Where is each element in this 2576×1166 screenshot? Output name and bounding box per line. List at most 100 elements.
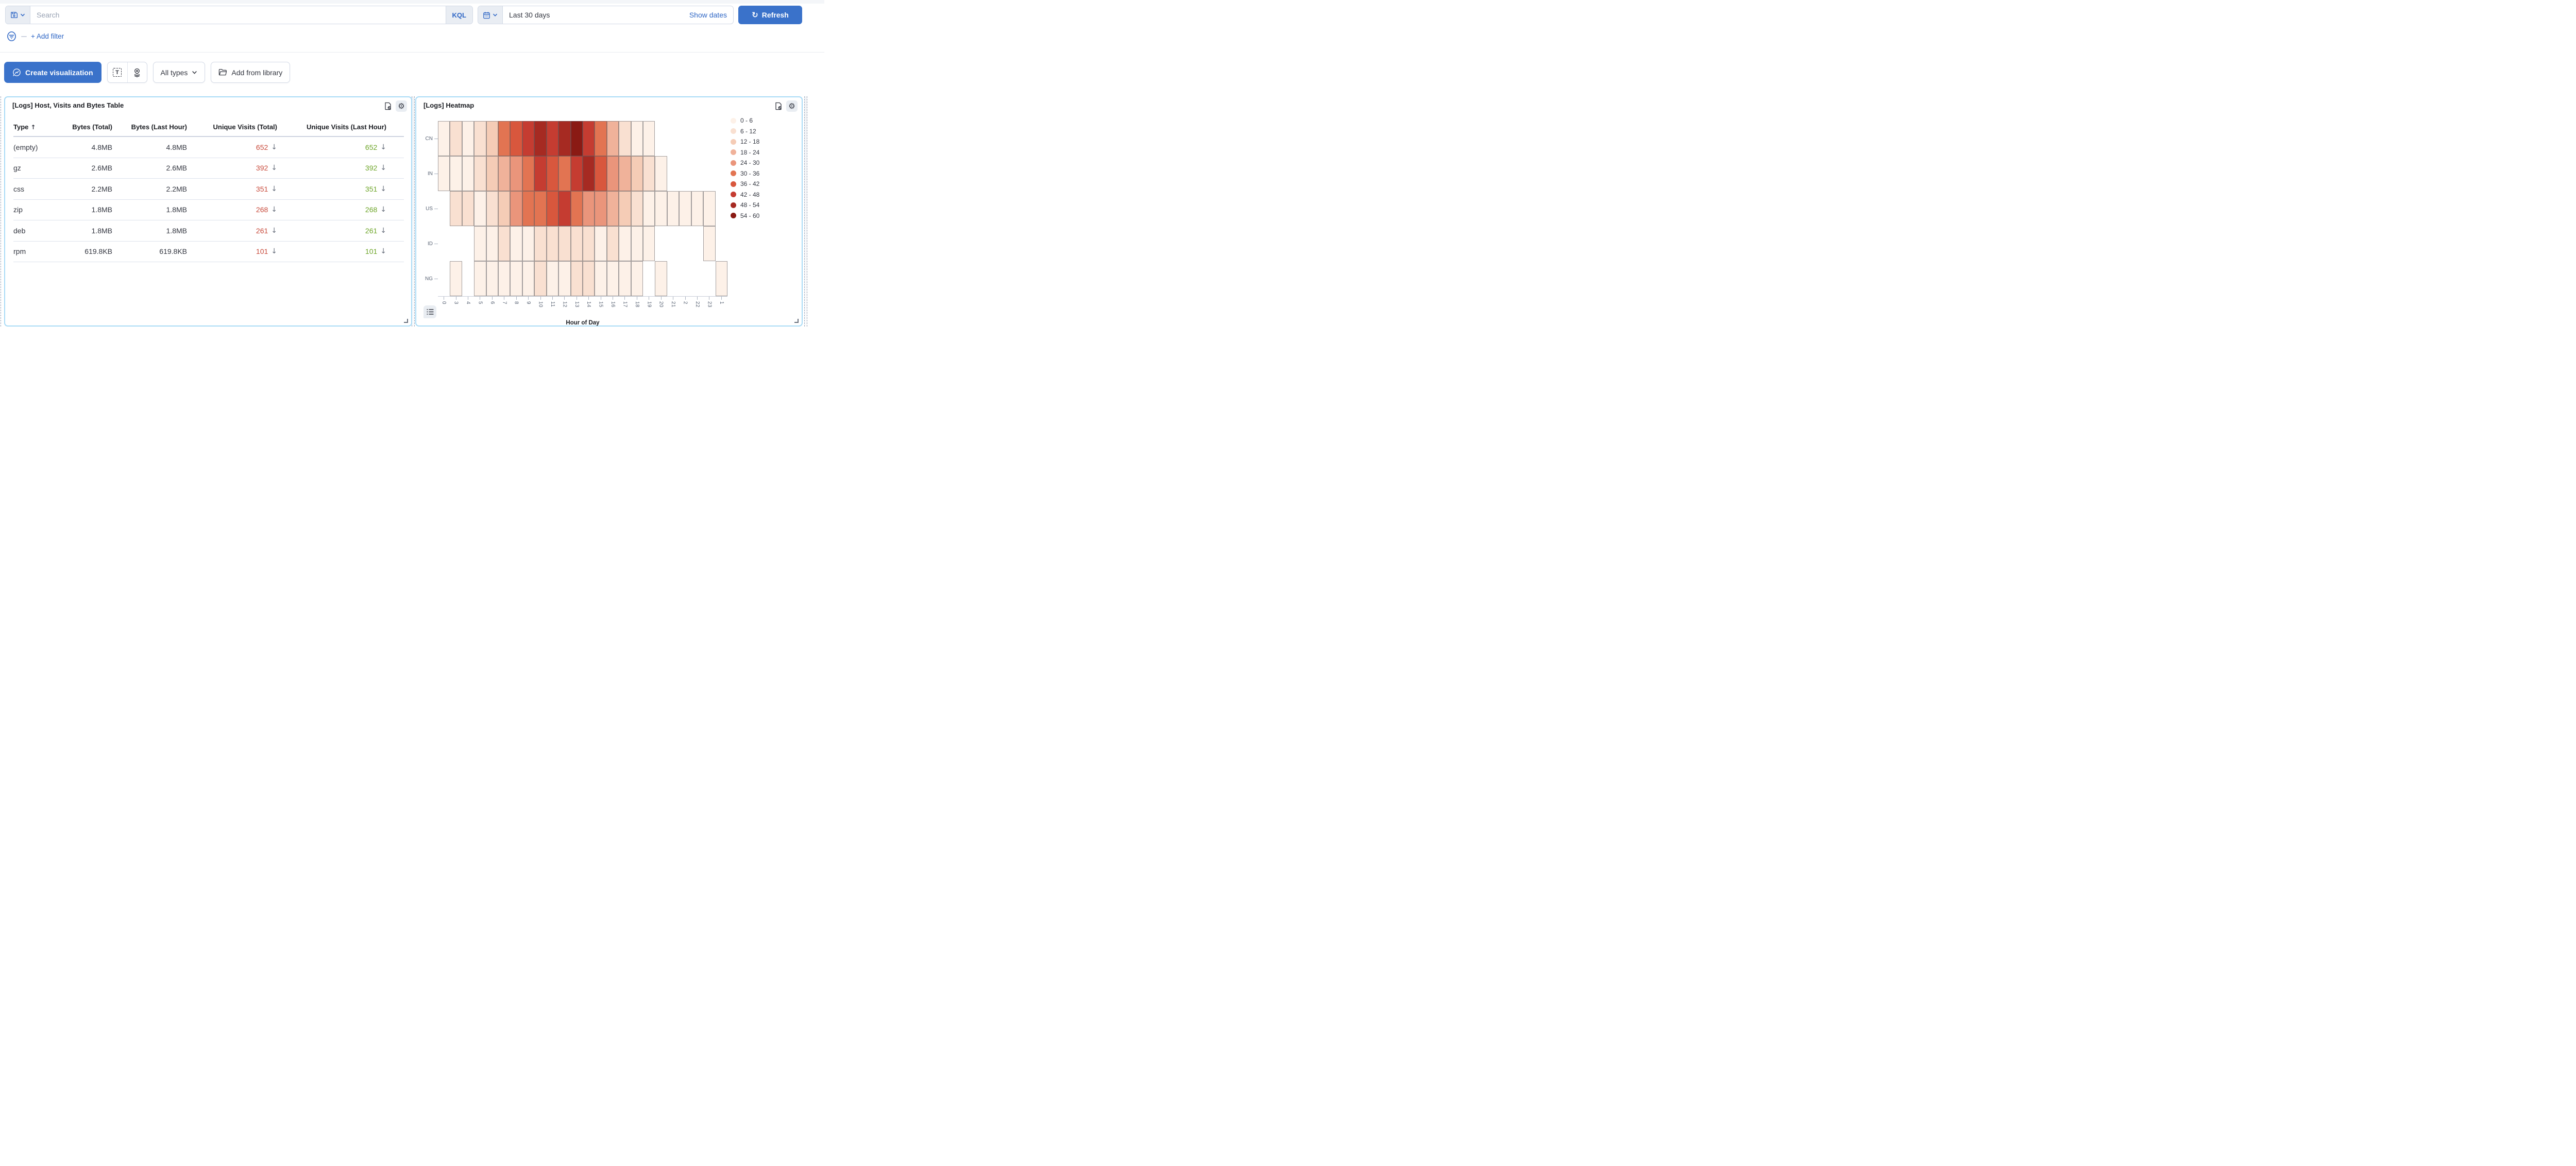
legend-item[interactable]: 36 - 42 xyxy=(731,180,759,187)
heatmap-cell[interactable] xyxy=(486,191,499,226)
heatmap-cell[interactable] xyxy=(546,156,559,191)
heatmap-cell[interactable] xyxy=(595,191,607,226)
heatmap-cell[interactable] xyxy=(582,121,595,156)
table-panel-title[interactable]: [Logs] Host, Visits and Bytes Table xyxy=(12,101,124,109)
heatmap-cell[interactable] xyxy=(474,191,486,226)
show-dates-link[interactable]: Show dates xyxy=(689,11,727,19)
heatmap-cell[interactable] xyxy=(474,156,486,191)
heatmap-cell[interactable] xyxy=(582,156,595,191)
heatmap-cell[interactable] xyxy=(679,191,691,226)
column-header-unique-visits-last-hour-[interactable]: Unique Visits (Last Hour) xyxy=(306,123,386,131)
legend-item[interactable]: 24 - 30 xyxy=(731,159,759,166)
filter-icon[interactable] xyxy=(6,31,17,42)
drilldown-arrow-icon[interactable]: ↓ xyxy=(271,205,277,214)
time-range-value[interactable]: Last 30 days xyxy=(509,11,550,19)
heatmap-cell[interactable] xyxy=(606,121,619,156)
heatmap-cell[interactable] xyxy=(510,261,522,296)
heatmap-cell[interactable] xyxy=(498,121,511,156)
legend-item[interactable]: 42 - 48 xyxy=(731,191,759,198)
heatmap-cell[interactable] xyxy=(498,191,511,226)
heatmap-cell[interactable] xyxy=(450,121,462,156)
heatmap-cell[interactable] xyxy=(582,226,595,261)
heatmap-cell[interactable] xyxy=(462,121,474,156)
drilldown-arrow-icon[interactable]: ↓ xyxy=(380,184,386,193)
heatmap-cell[interactable] xyxy=(643,226,655,261)
heatmap-cell[interactable] xyxy=(522,156,535,191)
heatmap-cell[interactable] xyxy=(534,191,547,226)
heatmap-cell[interactable] xyxy=(606,261,619,296)
heatmap-cell[interactable] xyxy=(522,121,535,156)
drilldown-arrow-icon[interactable]: ↓ xyxy=(380,164,386,173)
heatmap-cell[interactable] xyxy=(570,261,583,296)
heatmap-cell[interactable] xyxy=(595,261,607,296)
drilldown-arrow-icon[interactable]: ↓ xyxy=(380,226,386,235)
legend-item[interactable]: 48 - 54 xyxy=(731,201,759,209)
column-header-bytes-last-hour-[interactable]: Bytes (Last Hour) xyxy=(131,123,187,131)
heatmap-cell[interactable] xyxy=(643,156,655,191)
legend-toggle-button[interactable] xyxy=(423,305,436,318)
create-visualization-button[interactable]: Create visualization xyxy=(4,62,101,83)
heatmap-cell[interactable] xyxy=(438,156,450,191)
add-filter-link[interactable]: + Add filter xyxy=(31,32,64,40)
heatmap-cell[interactable] xyxy=(703,226,716,261)
heatmap-cell[interactable] xyxy=(631,121,643,156)
column-header-type[interactable]: Type ↑ xyxy=(13,123,36,131)
heatmap-cell[interactable] xyxy=(558,261,571,296)
heatmap-cell[interactable] xyxy=(534,121,547,156)
heatmap-cell[interactable] xyxy=(655,191,667,226)
heatmap-cell[interactable] xyxy=(522,226,535,261)
legend-item[interactable]: 54 - 60 xyxy=(731,212,759,219)
heatmap-cell[interactable] xyxy=(631,191,643,226)
heatmap-cell[interactable] xyxy=(619,191,631,226)
heatmap-cell[interactable] xyxy=(595,156,607,191)
saved-query-menu-button[interactable] xyxy=(6,6,30,24)
heatmap-cell[interactable] xyxy=(534,156,547,191)
heatmap-cell[interactable] xyxy=(462,191,474,226)
panel-settings-button[interactable]: ⚙ xyxy=(786,100,798,112)
heatmap-cell[interactable] xyxy=(510,226,522,261)
panel-resize-handle[interactable] xyxy=(794,319,799,323)
heatmap-cell[interactable] xyxy=(619,156,631,191)
column-header-unique-visits-total-[interactable]: Unique Visits (Total) xyxy=(213,123,277,131)
heatmap-cell[interactable] xyxy=(619,261,631,296)
heatmap-cell[interactable] xyxy=(631,226,643,261)
heatmap-cell[interactable] xyxy=(558,226,571,261)
heatmap-cell[interactable] xyxy=(606,156,619,191)
legend-item[interactable]: 18 - 24 xyxy=(731,149,759,156)
heatmap-cell[interactable] xyxy=(486,261,499,296)
heatmap-cell[interactable] xyxy=(498,156,511,191)
heatmap-cell[interactable] xyxy=(486,226,499,261)
heatmap-cell[interactable] xyxy=(498,261,511,296)
legend-item[interactable]: 12 - 18 xyxy=(731,138,759,145)
heatmap-cell[interactable] xyxy=(486,156,499,191)
heatmap-cell[interactable] xyxy=(631,261,643,296)
drilldown-arrow-icon[interactable]: ↓ xyxy=(271,164,277,173)
heatmap-cell[interactable] xyxy=(510,156,522,191)
heatmap-cell[interactable] xyxy=(667,191,680,226)
panel-settings-button[interactable]: ⚙ xyxy=(396,100,407,112)
search-input[interactable] xyxy=(30,6,446,24)
heatmap-cell[interactable] xyxy=(438,121,450,156)
heatmap-cell[interactable] xyxy=(655,156,667,191)
saved-to-library-icon[interactable] xyxy=(383,100,393,112)
heatmap-cell[interactable] xyxy=(474,261,486,296)
heatmap-cell[interactable] xyxy=(510,121,522,156)
quick-select-date-button[interactable] xyxy=(478,6,503,24)
heatmap-cell[interactable] xyxy=(486,121,499,156)
heatmap-cell[interactable] xyxy=(522,261,535,296)
heatmap-cell[interactable] xyxy=(595,121,607,156)
legend-item[interactable]: 6 - 12 xyxy=(731,128,759,135)
heatmap-cell[interactable] xyxy=(715,261,727,296)
heatmap-cell[interactable] xyxy=(450,156,462,191)
heatmap-cell[interactable] xyxy=(570,226,583,261)
drilldown-arrow-icon[interactable]: ↓ xyxy=(380,205,386,214)
heatmap-cell[interactable] xyxy=(534,261,547,296)
heatmap-cell[interactable] xyxy=(582,191,595,226)
heatmap-cell[interactable] xyxy=(558,156,571,191)
heatmap-cell[interactable] xyxy=(474,226,486,261)
drilldown-arrow-icon[interactable]: ↓ xyxy=(271,184,277,193)
heatmap-cell[interactable] xyxy=(606,226,619,261)
heatmap-cell[interactable] xyxy=(655,261,667,296)
heatmap-cell[interactable] xyxy=(582,261,595,296)
heatmap-cell[interactable] xyxy=(546,121,559,156)
